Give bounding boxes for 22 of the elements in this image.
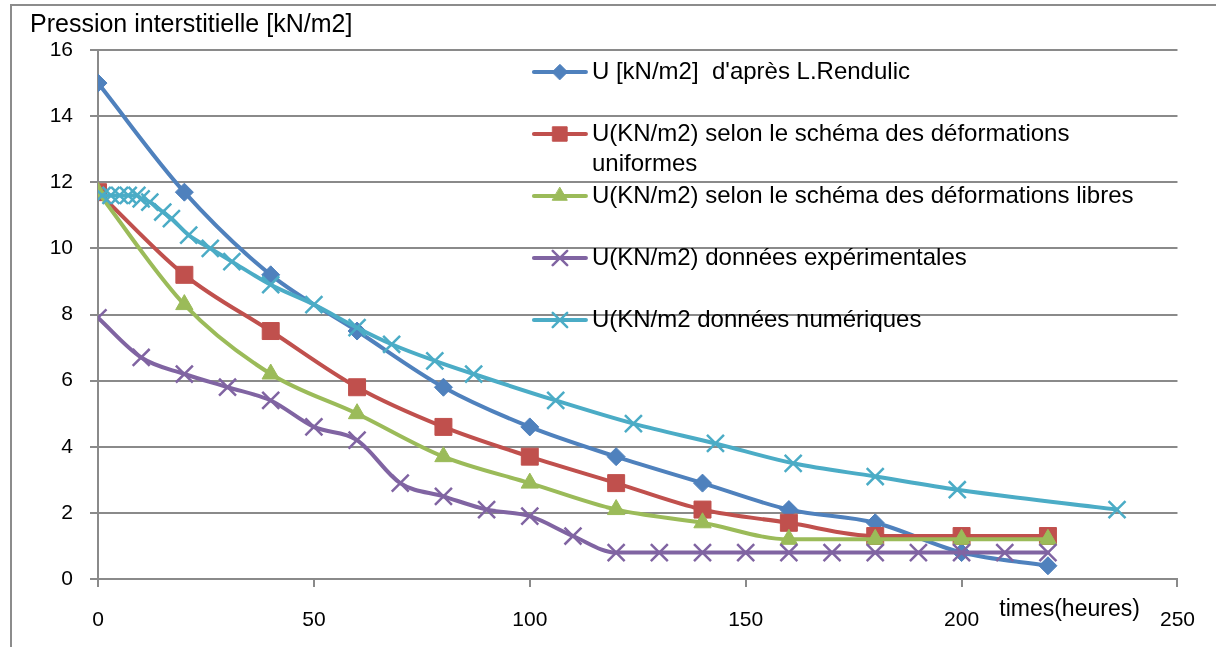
x-tick-label: 100 xyxy=(512,607,548,631)
x-tick-label: 200 xyxy=(944,607,980,631)
legend-label: U(KN/m2) données expérimentales xyxy=(591,242,967,270)
legend-label: U(KN/m2 données numériques xyxy=(591,304,922,332)
y-tick-label: 6 xyxy=(61,367,73,391)
y-tick-label: 4 xyxy=(61,433,74,457)
y-tick-label: 0 xyxy=(61,565,73,589)
y-tick-label: 14 xyxy=(49,102,74,126)
legend-label: U [kN/m2] d'après L.Rendulic xyxy=(591,56,910,84)
x-axis-title: times(heures) xyxy=(999,595,1140,621)
y-tick-label: 2 xyxy=(61,499,73,523)
y-tick-label: 12 xyxy=(49,169,73,193)
x-tick-label: 0 xyxy=(92,607,104,631)
x-tick-label: 150 xyxy=(728,607,764,631)
y-tick-label: 16 xyxy=(49,36,73,60)
y-axis-title: Pression interstitielle [kN/m2] xyxy=(30,9,353,37)
legend-label: U(KN/m2) selon le schéma des déformations uniformes xyxy=(591,118,1070,176)
y-tick-label: 10 xyxy=(49,235,73,259)
y-tick-label: 8 xyxy=(61,301,73,325)
x-tick-label: 50 xyxy=(302,607,326,631)
x-tick-label: 250 xyxy=(1159,607,1195,631)
legend-label: U(KN/m2) selon le schéma des déformations libres xyxy=(591,180,1134,208)
